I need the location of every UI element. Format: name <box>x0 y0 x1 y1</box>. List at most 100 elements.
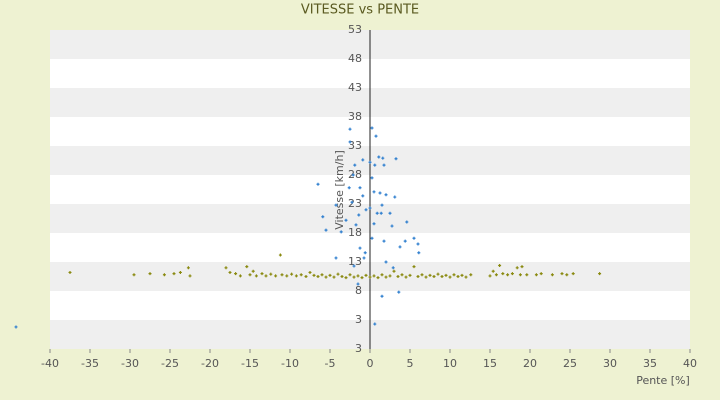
point <box>384 275 388 279</box>
point <box>324 275 328 279</box>
point <box>361 158 365 162</box>
point <box>274 274 278 278</box>
y-axis-title: Vitesse [km/h] <box>333 150 346 230</box>
point <box>372 190 376 194</box>
point <box>403 239 407 243</box>
point <box>264 274 268 278</box>
point <box>316 182 320 186</box>
point <box>416 275 420 278</box>
point <box>506 273 510 277</box>
point <box>254 274 258 278</box>
point <box>394 157 398 161</box>
point <box>452 273 456 277</box>
point <box>234 272 238 276</box>
point <box>518 273 522 277</box>
point <box>360 276 364 280</box>
point <box>379 211 383 215</box>
point <box>381 156 385 160</box>
x-tick-label: 35 <box>643 357 657 370</box>
point <box>316 275 320 278</box>
point <box>424 275 428 279</box>
x-tick-label: 25 <box>563 357 577 370</box>
point <box>412 265 416 269</box>
point <box>334 256 338 260</box>
y-tick-label: 38 <box>348 110 362 123</box>
point <box>420 273 424 277</box>
x-tick-label: 15 <box>483 357 497 370</box>
y-tick-label: 18 <box>348 226 362 239</box>
point <box>278 253 282 257</box>
point <box>304 275 308 278</box>
point <box>332 275 336 279</box>
x-tick-label: -25 <box>161 357 179 370</box>
point <box>354 223 358 227</box>
point <box>377 155 381 159</box>
point <box>376 276 380 280</box>
point <box>397 290 401 294</box>
x-tick-label: 20 <box>523 357 537 370</box>
point <box>285 274 289 278</box>
point <box>390 224 394 228</box>
point <box>352 264 356 268</box>
y-tick-label: 8 <box>355 284 362 297</box>
point <box>525 273 529 277</box>
point <box>228 270 232 274</box>
y-tick-label: 3 <box>355 313 362 326</box>
point <box>356 282 360 286</box>
point <box>373 322 377 326</box>
point <box>348 273 352 277</box>
point <box>428 273 432 277</box>
point <box>400 273 404 277</box>
point <box>398 245 402 249</box>
point <box>336 272 340 276</box>
x-tick-label: -20 <box>201 357 219 370</box>
point <box>350 200 354 204</box>
point <box>380 203 384 207</box>
point <box>405 220 409 224</box>
x-tick-label: -40 <box>41 357 59 370</box>
y-tick-label: 53 <box>348 23 362 36</box>
x-tick-label: -15 <box>241 357 259 370</box>
point <box>339 230 343 234</box>
x-tick-label: -10 <box>281 357 299 370</box>
point <box>444 273 448 277</box>
point <box>178 270 182 274</box>
point <box>368 206 372 210</box>
x-tick-label: -30 <box>121 357 139 370</box>
y-tick-label: 48 <box>348 52 362 65</box>
point <box>280 273 284 277</box>
point <box>412 236 416 240</box>
point <box>498 263 502 267</box>
point <box>186 266 190 270</box>
point <box>364 208 368 212</box>
point <box>370 126 374 130</box>
y-tick-label: 3 <box>355 342 362 355</box>
point <box>436 272 440 276</box>
y-tick-label: 43 <box>348 81 362 94</box>
point <box>372 222 376 226</box>
point <box>353 163 357 167</box>
x-axis-title: Pente [%] <box>636 374 690 387</box>
point <box>488 274 492 278</box>
point <box>321 215 325 219</box>
point <box>494 273 498 277</box>
point <box>312 273 316 277</box>
point <box>520 265 524 269</box>
point <box>380 273 384 277</box>
point <box>501 272 505 276</box>
point <box>388 211 392 215</box>
point <box>391 266 395 270</box>
point <box>491 269 495 273</box>
point <box>510 272 514 276</box>
y-tick-label: 23 <box>348 197 362 210</box>
point <box>299 273 303 277</box>
point <box>348 140 352 144</box>
point <box>340 275 344 278</box>
point <box>448 275 452 279</box>
point <box>357 213 361 217</box>
point <box>515 266 519 270</box>
point <box>148 272 152 276</box>
point <box>456 275 460 278</box>
